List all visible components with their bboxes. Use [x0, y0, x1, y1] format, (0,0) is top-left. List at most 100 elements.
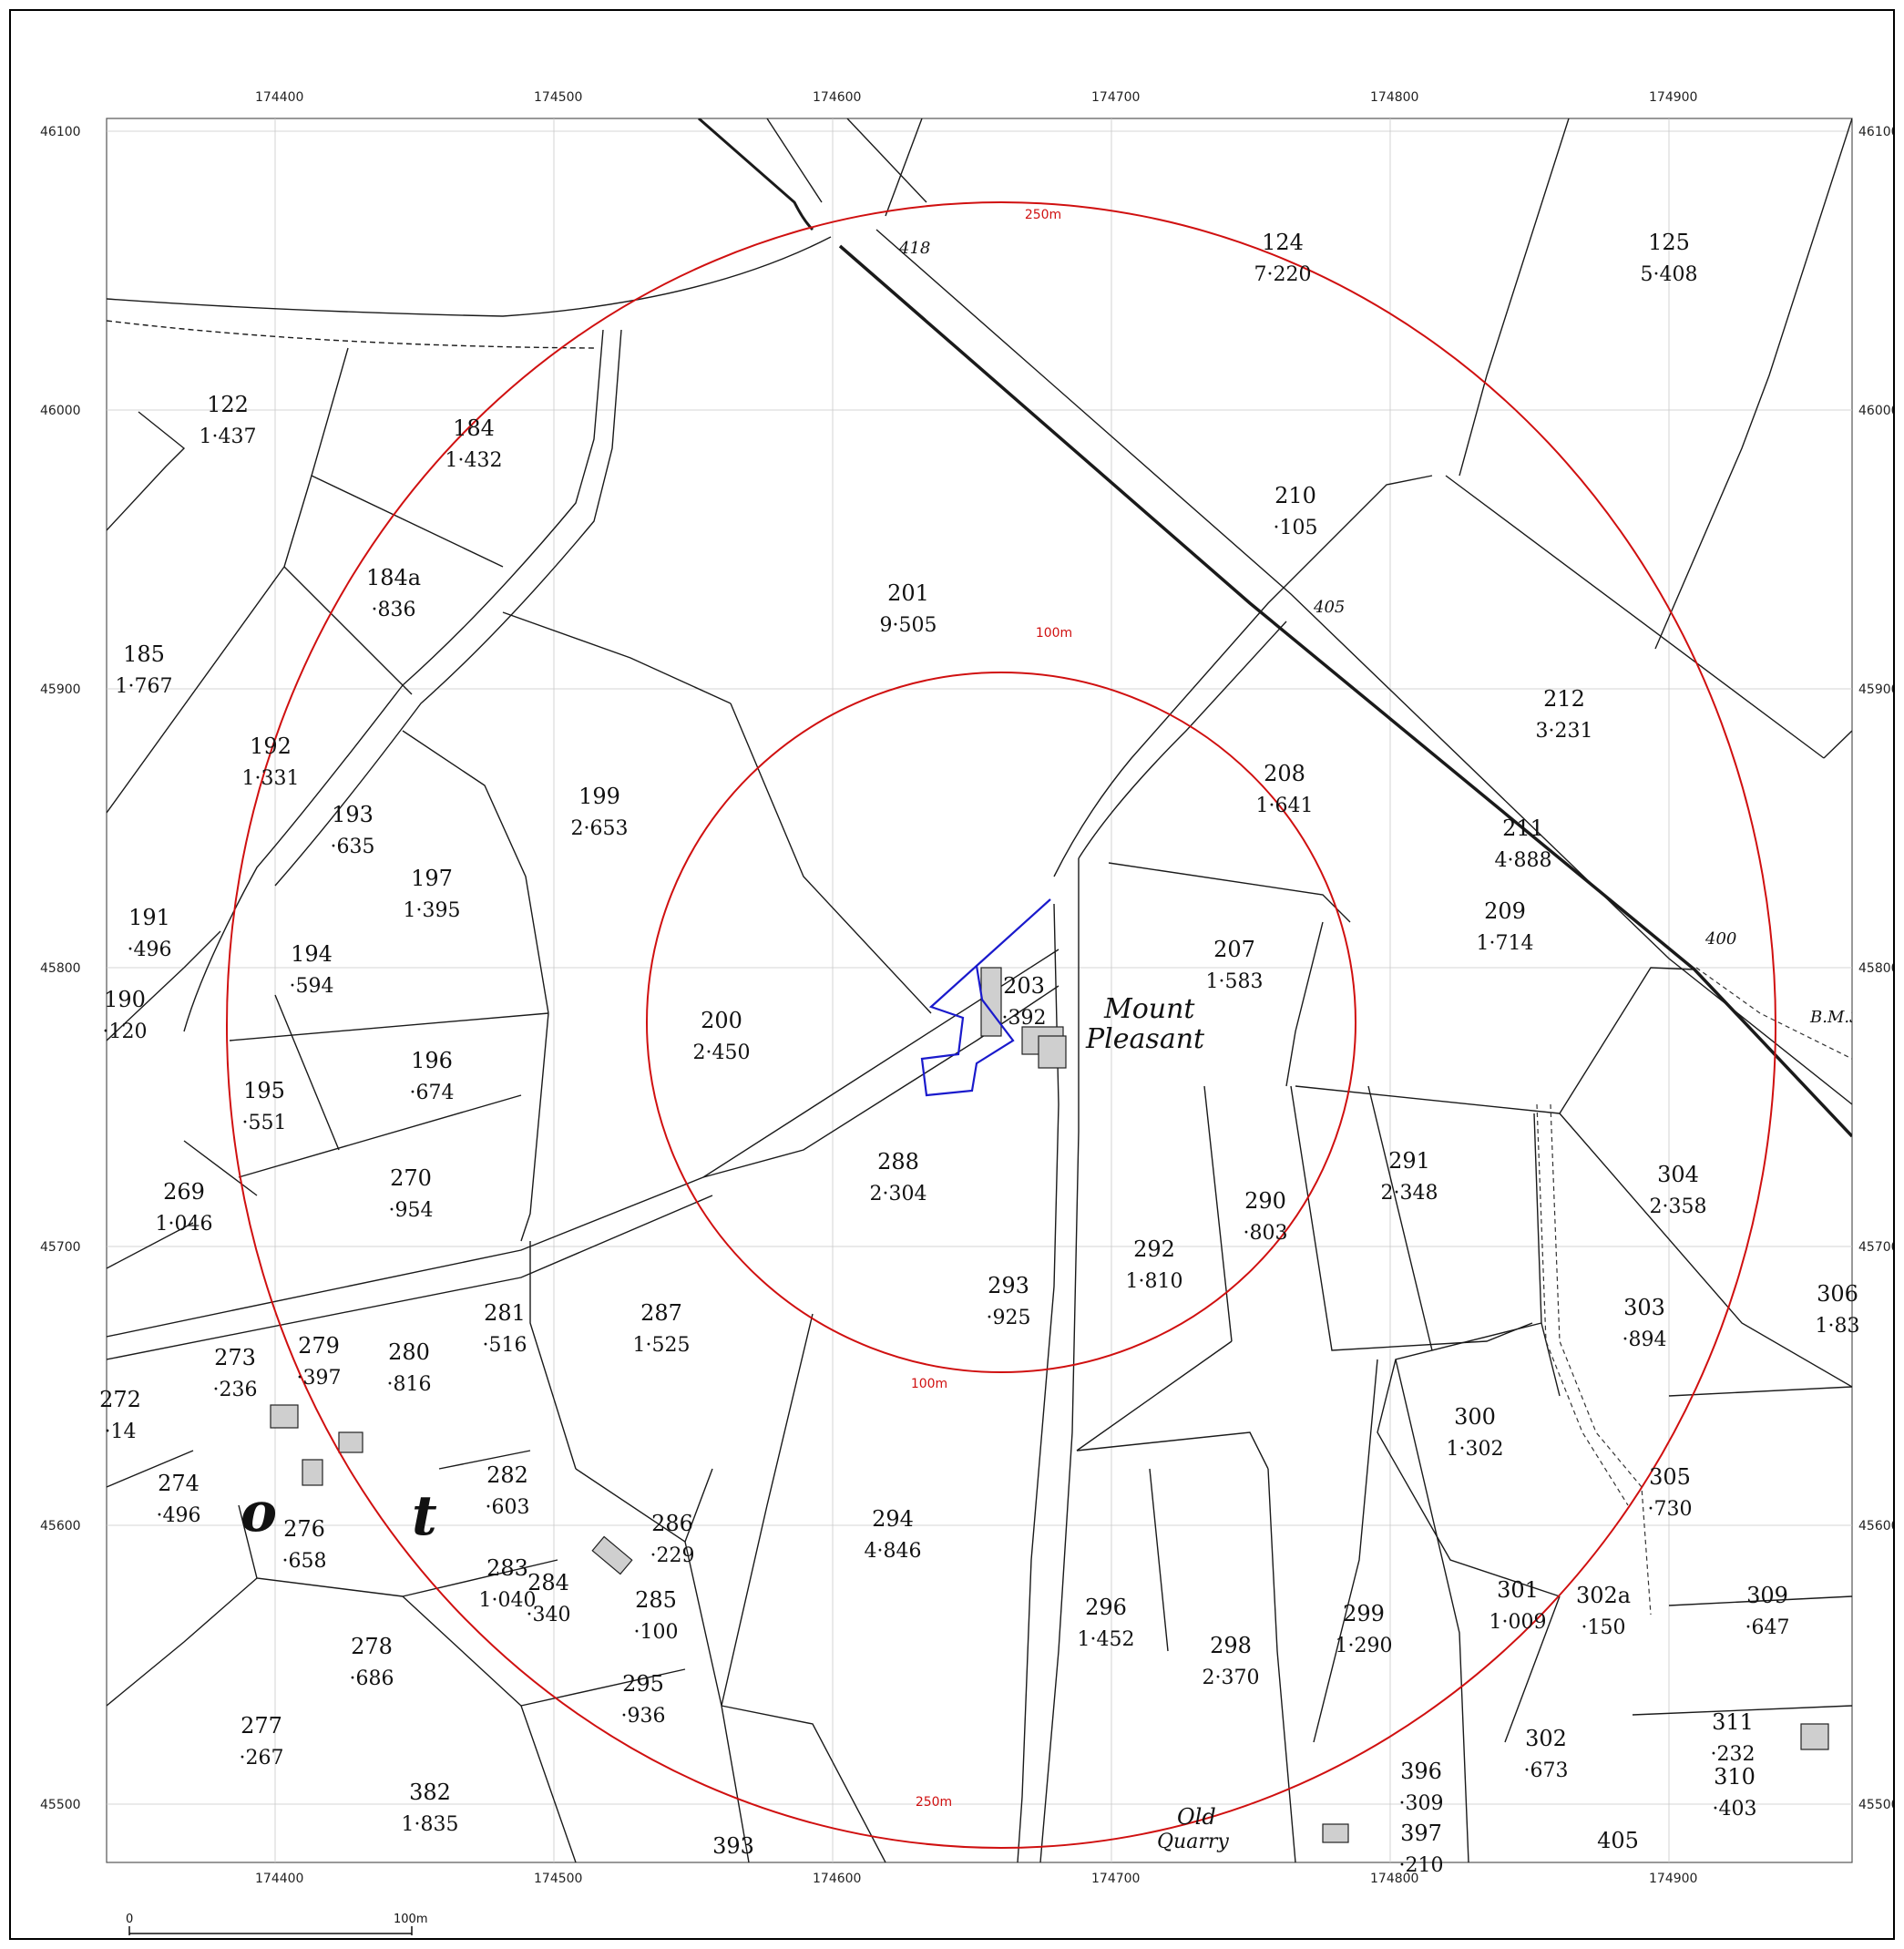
- scale-bar: 0 100m: [126, 1913, 427, 1935]
- parcel-area: 1·009: [1489, 1611, 1547, 1634]
- parcel-label: 184 1·432: [445, 415, 503, 472]
- parcel-label: 283 1·040: [479, 1555, 537, 1612]
- northing-label: 45500: [40, 1798, 81, 1812]
- parcel-label: 284 ·340: [527, 1570, 571, 1626]
- parcel-label: 269 1·046: [156, 1179, 213, 1236]
- parcel-number: 190: [104, 987, 146, 1012]
- site-boundary[interactable]: [920, 898, 1051, 1097]
- parcel-number: 282: [486, 1462, 528, 1488]
- parcel-number: 287: [640, 1300, 682, 1326]
- parcel-number: 283: [486, 1555, 528, 1581]
- parcel-number: 281: [484, 1300, 526, 1326]
- parcel-label: 190 ·120: [103, 987, 148, 1043]
- parcel-number: 309: [1746, 1583, 1788, 1608]
- parcel-area: 2·358: [1650, 1195, 1707, 1218]
- parcel-label: 208 1·641: [1256, 761, 1314, 817]
- benchmark-label: B.M.3: [1809, 1008, 1860, 1027]
- parcel-number: 301: [1497, 1577, 1539, 1603]
- parcel-label: 288 2·304: [870, 1149, 927, 1205]
- parcel-number: 298: [1210, 1633, 1252, 1658]
- buffer-label: 250m: [916, 1795, 952, 1810]
- grid-lines: [107, 118, 1852, 1862]
- parcel-area: 1·290: [1336, 1635, 1393, 1657]
- parcel-number: 285: [635, 1587, 677, 1613]
- easting-label: 174500: [534, 90, 582, 105]
- parcel-number: 288: [877, 1149, 919, 1175]
- parcel-label: 210 ·105: [1274, 483, 1318, 539]
- parcel-area: ·236: [213, 1379, 258, 1401]
- parcel-label: 193 ·635: [331, 802, 375, 858]
- parcel-area: 2·348: [1381, 1182, 1438, 1205]
- parcel-label: 280 ·816: [387, 1339, 432, 1396]
- parcel-area: ·340: [527, 1604, 571, 1626]
- easting-label: 174400: [255, 90, 303, 105]
- parcel-area: ·309: [1399, 1792, 1444, 1815]
- buffer-250m-ring: [226, 201, 1776, 1849]
- easting-label: 174700: [1091, 1872, 1140, 1886]
- parcel-label: 197 1·395: [404, 866, 461, 922]
- parcel-label: 295 ·936: [621, 1671, 666, 1728]
- parcel-number: 274: [158, 1471, 200, 1496]
- parcel-number: 284: [527, 1570, 569, 1595]
- parcel-label: 396 ·309: [1399, 1759, 1444, 1815]
- parcel-number: 124: [1262, 230, 1304, 255]
- parcel-area: ·594: [290, 975, 334, 998]
- parcel-label: 302a ·150: [1576, 1583, 1631, 1639]
- parcel-area: ·150: [1582, 1616, 1626, 1639]
- parcel-area: ·232: [1711, 1743, 1756, 1766]
- parcel-area: ·803: [1244, 1222, 1288, 1245]
- parcel-number: 294: [872, 1506, 914, 1532]
- parcel-label: 282 ·603: [486, 1462, 530, 1519]
- parcel-area: 1·835: [402, 1813, 459, 1836]
- parcel-area: 4·888: [1495, 849, 1552, 872]
- parcel-number: 396: [1400, 1759, 1442, 1784]
- parcel-number: 280: [388, 1339, 430, 1365]
- parcel-area: ·403: [1713, 1798, 1757, 1821]
- parcel-area: ·14: [105, 1421, 137, 1443]
- parcel-area: ·635: [331, 836, 375, 858]
- easting-label: 174600: [813, 90, 861, 105]
- parcel-label: 272·14: [99, 1387, 141, 1443]
- map-lettering: o: [241, 1481, 277, 1544]
- benchmark-label: 418: [898, 239, 930, 258]
- parcel-area: 2·370: [1203, 1667, 1260, 1689]
- parcel-label: 405: [1597, 1828, 1639, 1853]
- parcel-area: ·836: [372, 599, 416, 621]
- parcel-area: ·674: [410, 1082, 455, 1104]
- parcel-area: ·100: [634, 1621, 679, 1644]
- parcel-label: 281 ·516: [483, 1300, 527, 1357]
- buildings: [270, 967, 1829, 1843]
- parcel-area: ·816: [387, 1373, 432, 1396]
- parcel-area: ·551: [242, 1112, 287, 1134]
- parcel-area: ·496: [157, 1504, 201, 1527]
- parcel-number: 276: [283, 1516, 325, 1542]
- northing-label: 45700: [1858, 1240, 1893, 1255]
- buffer-100m-ring: [646, 672, 1356, 1373]
- parcel-area: 1·525: [633, 1334, 691, 1357]
- place-name-pleasant: Pleasant: [1085, 1023, 1205, 1055]
- parcel-number: 200: [701, 1008, 742, 1033]
- parcel-label: 199 2·653: [571, 784, 629, 840]
- northing-label: 46100: [1858, 125, 1893, 139]
- parcel-number: 393: [712, 1833, 754, 1859]
- parcel-area: ·954: [389, 1199, 434, 1222]
- parcel-label: 291 2·348: [1381, 1148, 1438, 1205]
- map-sheet: 174400 174500 174600 174700 174800 17490…: [9, 9, 1895, 1940]
- parcel-area: 1·767: [116, 675, 173, 698]
- parcel-number: 302a: [1576, 1583, 1631, 1608]
- scale-zero-label: 0: [126, 1913, 133, 1926]
- parcel-number: 304: [1657, 1162, 1699, 1187]
- easting-label: 174600: [813, 1872, 861, 1886]
- parcel-area: ·686: [350, 1667, 394, 1690]
- parcel-label: 293 ·925: [987, 1273, 1031, 1329]
- northing-label: 45900: [1858, 682, 1893, 697]
- map-canvas[interactable]: 174400 174500 174600 174700 174800 17490…: [11, 11, 1893, 1938]
- parcel-label: 397 ·210: [1399, 1821, 1444, 1877]
- northing-label: 45700: [40, 1240, 81, 1255]
- parcel-label: 309 ·647: [1745, 1583, 1790, 1639]
- parcel-area: 1·040: [479, 1589, 537, 1612]
- parcel-number: 210: [1274, 483, 1316, 508]
- northing-label: 45600: [1858, 1519, 1893, 1534]
- parcel-area: 1·331: [242, 767, 300, 790]
- parcel-number: 299: [1343, 1601, 1385, 1626]
